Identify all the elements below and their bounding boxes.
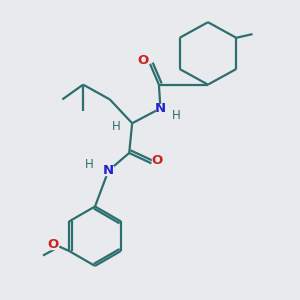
Text: H: H	[85, 158, 93, 171]
Bar	[172, 111, 182, 120]
Bar	[48, 240, 58, 249]
Bar	[111, 122, 121, 131]
Text: H: H	[172, 109, 181, 122]
Text: H: H	[111, 120, 120, 133]
Text: N: N	[155, 102, 166, 115]
Text: O: O	[151, 154, 163, 167]
Text: O: O	[47, 238, 58, 251]
Text: O: O	[138, 54, 149, 67]
Bar	[139, 56, 148, 65]
Bar	[152, 157, 162, 166]
Bar	[156, 104, 165, 113]
Bar	[103, 166, 113, 175]
Text: N: N	[103, 164, 114, 177]
Bar	[84, 160, 94, 169]
